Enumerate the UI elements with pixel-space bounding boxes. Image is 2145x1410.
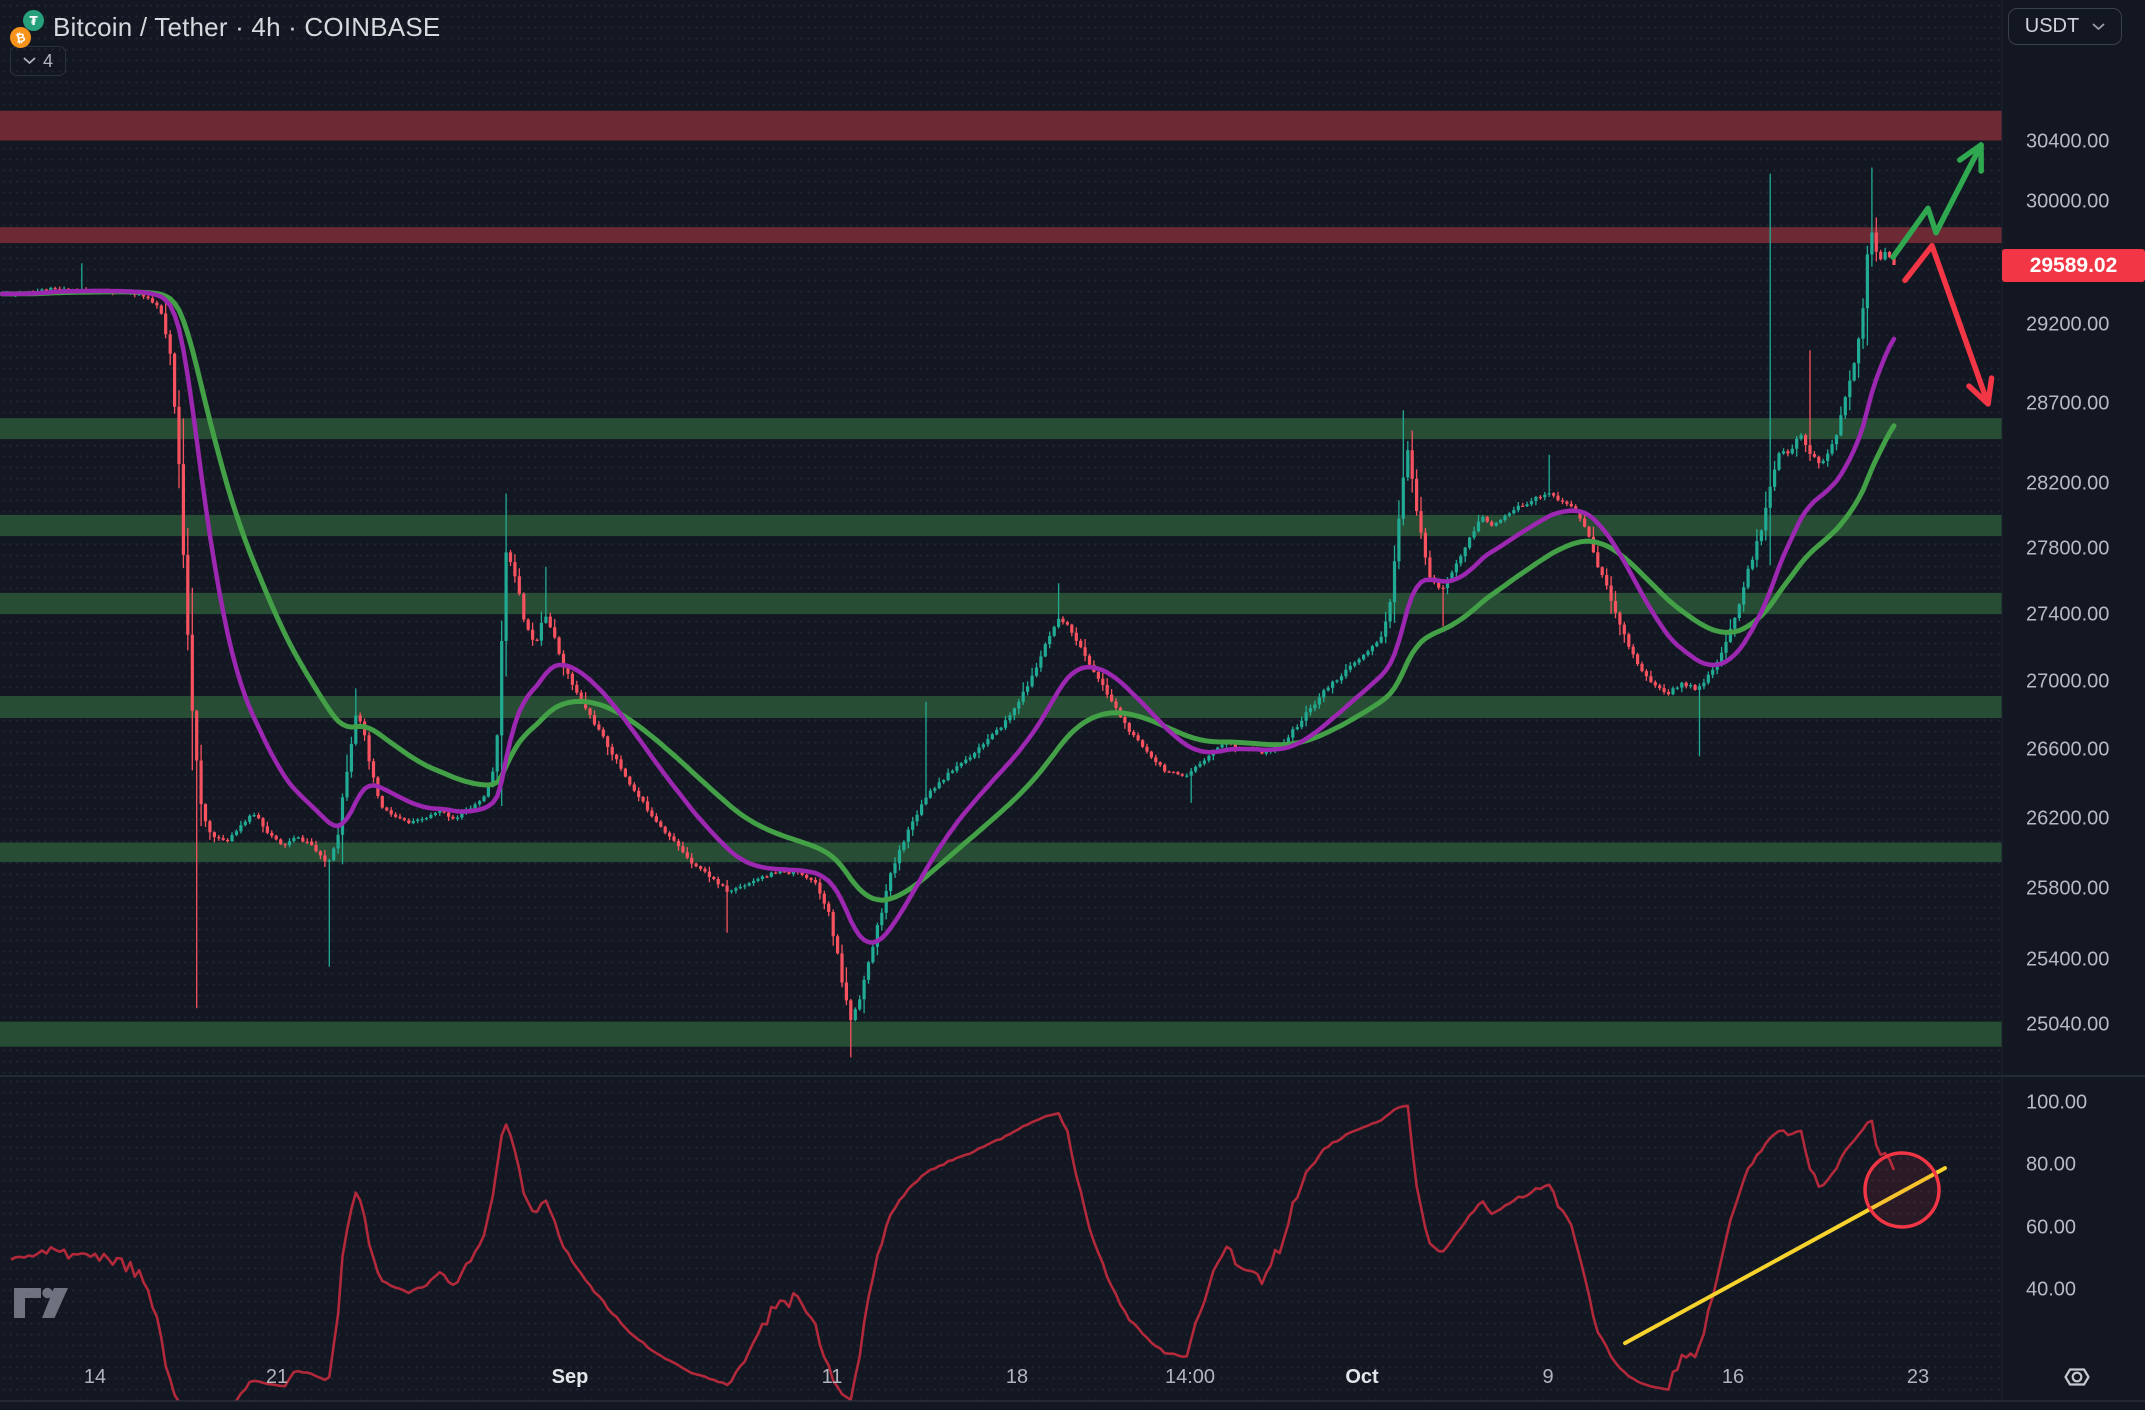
- resistance-zone: [0, 227, 2002, 244]
- rsi-scale-label: 40.00: [2026, 1278, 2077, 1301]
- tether-icon: ₮: [23, 10, 44, 31]
- indicator-count: 4: [42, 50, 53, 71]
- time-axis[interactable]: 14 21 Sep 11 18 14:00 Oct 9 16 23: [0, 1352, 2145, 1410]
- support-zone: [0, 592, 2002, 615]
- bearish-arrow-annotation-head: [1985, 375, 1995, 407]
- time-label: Sep: [551, 1366, 589, 1388]
- time-label: 23: [1906, 1366, 1930, 1388]
- ma-fast-line: [0, 288, 1897, 945]
- price-label: 28200.00: [2026, 472, 2110, 495]
- settings-button[interactable]: [2060, 1360, 2094, 1394]
- ma-slow-line: [0, 289, 1897, 903]
- time-label: 18: [1005, 1366, 1029, 1388]
- price-scale[interactable]: 30400.00 30000.00 29200.00 28700.00 28200.00…: [2002, 0, 2145, 1401]
- time-label: 9: [1542, 1366, 1554, 1388]
- support-zone: [0, 1021, 2002, 1047]
- price-label: 30000.00: [2026, 190, 2110, 213]
- time-label: Oct: [1345, 1366, 1379, 1388]
- rsi-scale-label: 80.00: [2026, 1153, 2077, 1176]
- rsi-circle-annotation[interactable]: [1863, 1151, 1941, 1229]
- support-zone: [0, 696, 2002, 718]
- price-label: 27800.00: [2026, 537, 2110, 560]
- candle-bodies-down: [9, 232, 1896, 1021]
- quote-currency-label: USDT: [2024, 15, 2080, 37]
- main-price-pane[interactable]: [0, 0, 2002, 1076]
- price-label: 25800.00: [2026, 877, 2110, 899]
- rsi-line: [10, 1104, 1896, 1401]
- bearish-arrow-annotation[interactable]: [1902, 242, 1991, 407]
- symbol-title: Bitcoin / Tether · 4h · COINBASE: [53, 12, 441, 42]
- price-label: 25400.00: [2026, 948, 2110, 971]
- bullish-arrow-annotation[interactable]: [1890, 142, 1984, 260]
- price-label: 26200.00: [2026, 807, 2110, 829]
- price-label: 29200.00: [2026, 313, 2110, 336]
- symbol-pair-icons: ₮ ₿: [8, 10, 46, 52]
- last-price-badge: 29589.02: [2002, 249, 2145, 282]
- candle-wicks-down: [10, 217, 1895, 1058]
- support-zone: [0, 842, 2002, 863]
- time-label: 11: [821, 1366, 843, 1388]
- price-label: 27400.00: [2026, 603, 2110, 626]
- rsi-scale-label: 100.00: [2026, 1091, 2088, 1113]
- price-label: 26600.00: [2026, 738, 2110, 761]
- support-zone: [0, 418, 2002, 440]
- bullish-arrow-annotation-head: [1957, 142, 1984, 163]
- rsi-scale-label: 60.00: [2026, 1216, 2077, 1238]
- indicators-collapse-button[interactable]: 4: [10, 46, 66, 76]
- price-label: 28700.00: [2026, 392, 2110, 415]
- bearish-arrow-annotation-head: [1966, 383, 1991, 407]
- chevron-down-icon: [23, 57, 36, 64]
- rsi-trendline-annotation[interactable]: [1623, 1166, 1947, 1346]
- price-label: 30400.00: [2026, 130, 2110, 153]
- price-label: 25040.00: [2026, 1013, 2110, 1036]
- quote-currency-dropdown[interactable]: USDT: [2008, 8, 2122, 45]
- price-label: 27000.00: [2026, 670, 2110, 693]
- gear-icon: [2064, 1368, 2090, 1386]
- time-label: 14: [83, 1366, 107, 1388]
- support-zone: [0, 514, 2002, 537]
- chevron-down-icon: [2092, 23, 2105, 30]
- tradingview-watermark-logo: [14, 1287, 68, 1318]
- time-label: 14:00: [1164, 1366, 1216, 1388]
- time-label: 16: [1721, 1366, 1745, 1388]
- resistance-zone: [0, 110, 2002, 141]
- time-label: 21: [265, 1366, 289, 1388]
